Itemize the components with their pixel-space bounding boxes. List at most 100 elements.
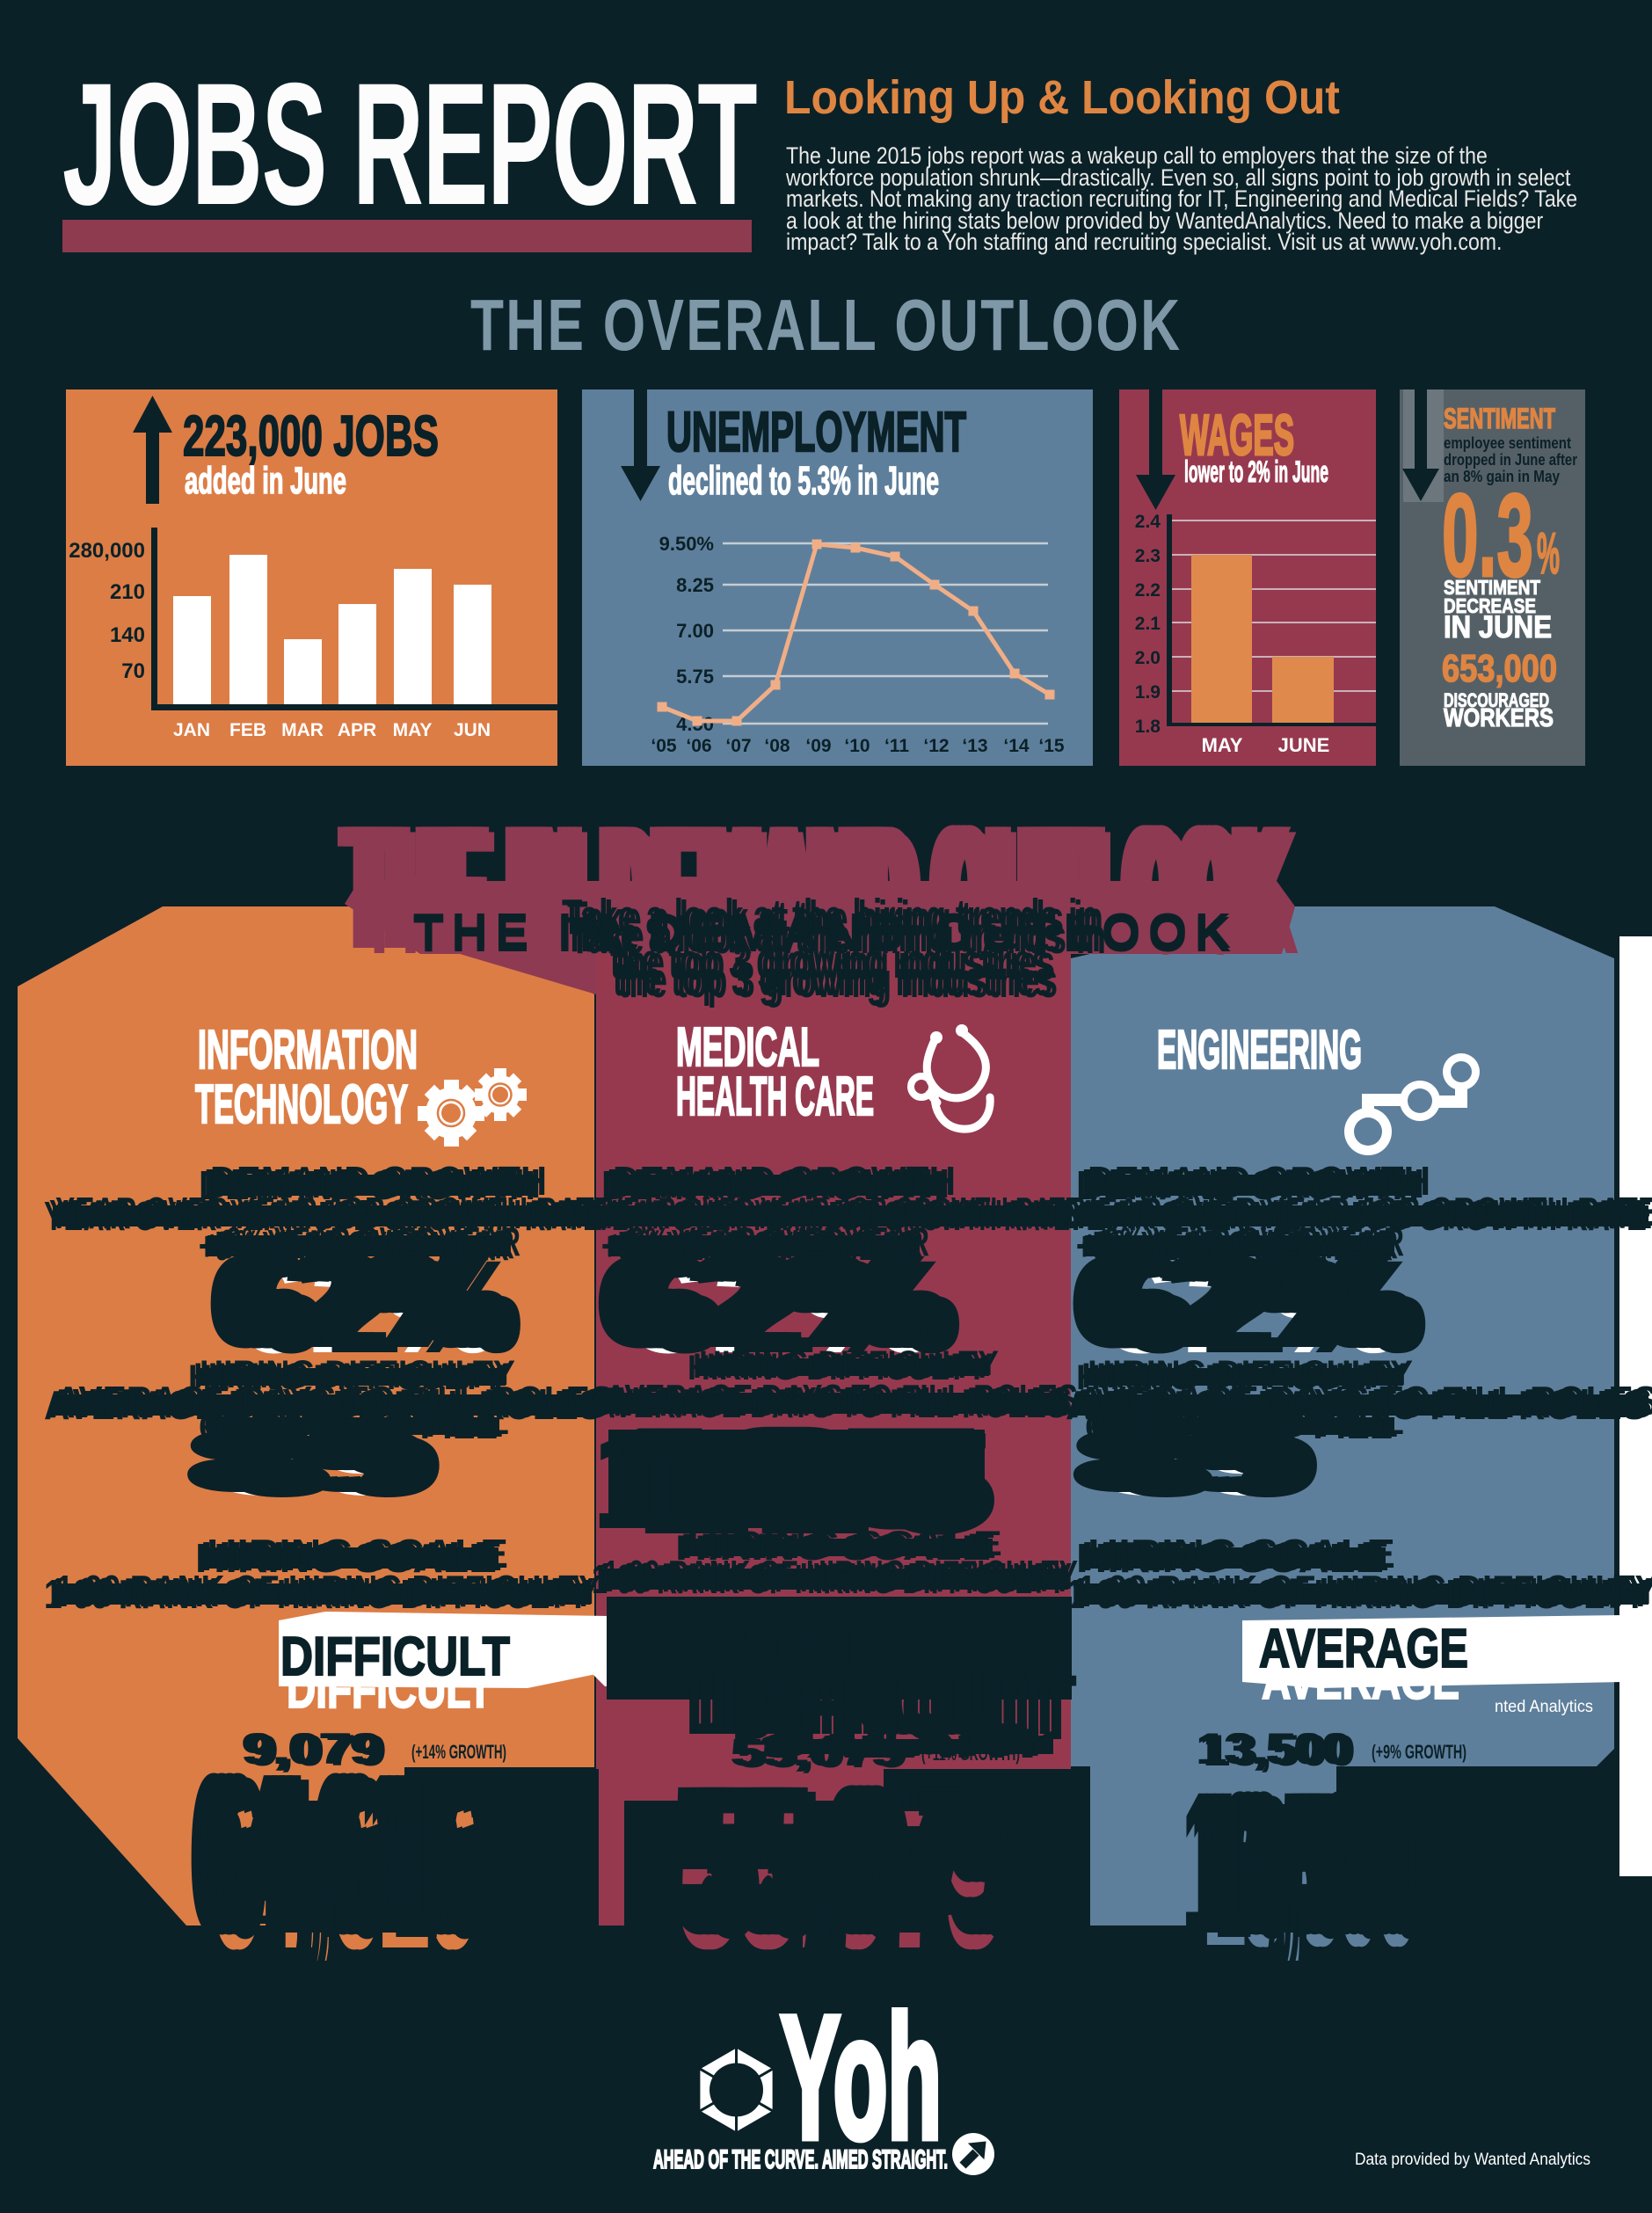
svg-text:‘10: ‘10 (844, 736, 870, 756)
svg-text:DEMAND GROWTH: DEMAND GROWTH (210, 1158, 547, 1204)
svg-text:AVERAGE DAYS TO FILL ROLES: AVERAGE DAYS TO FILL ROLES (605, 1376, 1078, 1422)
svg-text:DEMAND GROWTH: DEMAND GROWTH (1088, 1158, 1430, 1204)
svg-text:‘06: ‘06 (686, 736, 711, 756)
svg-text:62 DAYS TO FILL: 62 DAYS TO FILL (1096, 1403, 1404, 1442)
svg-text:13,500: 13,500 (1213, 1754, 1429, 1961)
svg-text:125: 125 (620, 1397, 989, 1559)
svg-text:1-99 RANK OF HIRING DIFFICULTY: 1-99 RANK OF HIRING DIFFICULTY (1066, 1571, 1647, 1617)
svg-text:55,079: 55,079 (733, 1731, 905, 1774)
svg-text:2.2: 2.2 (1135, 580, 1161, 601)
svg-text:YEAR OVER YEAR JOB GROWTH RATE: YEAR OVER YEAR JOB GROWTH RATE (1071, 1191, 1652, 1237)
svg-text:55,079: 55,079 (737, 1733, 908, 1776)
svg-text:125: 125 (586, 1397, 955, 1559)
svg-text:1.9: 1.9 (1135, 682, 1161, 702)
svg-text:VERY: VERY (644, 1602, 1014, 1714)
svg-text:62 DAYS TO FILL: 62 DAYS TO FILL (204, 1406, 503, 1445)
svg-text:1.8: 1.8 (1135, 717, 1161, 737)
svg-text:the top 3 growing industries: the top 3 growing industries (613, 950, 1052, 1007)
svg-text:55,079: 55,079 (682, 1757, 1008, 1961)
svg-text:an 8% gain in May: an 8% gain in May (1444, 468, 1560, 485)
svg-text:62%: 62% (240, 1227, 513, 1375)
svg-text:ENGINEERING: ENGINEERING (1157, 1020, 1362, 1081)
svg-text:(+14% GROWTH): (+14% GROWTH) (411, 1741, 506, 1763)
svg-text:62%: 62% (593, 1227, 918, 1375)
svg-text:FEB: FEB (229, 720, 266, 740)
svg-text:64,616: 64,616 (196, 1727, 464, 1961)
svg-text:SALARY: SALARY (768, 1724, 1063, 1760)
svg-text:1-99 RANK OF HIRING DIFFICULTY: 1-99 RANK OF HIRING DIFFICULTY (1077, 1567, 1652, 1612)
svg-text:UNEMPLOYMENT: UNEMPLOYMENT (666, 400, 966, 463)
svg-text:HIRING SCALE: HIRING SCALE (675, 1529, 991, 1568)
svg-text:125: 125 (631, 1402, 1001, 1564)
svg-text:MAY: MAY (1202, 734, 1243, 756)
svg-text:62 DAYS TO FILL: 62 DAYS TO FILL (1090, 1406, 1398, 1445)
svg-text:‘09: ‘09 (805, 736, 831, 756)
svg-text:55,079: 55,079 (730, 1731, 901, 1774)
svg-text:8.25: 8.25 (676, 574, 714, 596)
svg-text:1-99 RANK OF HIRING DIFFICULTY: 1-99 RANK OF HIRING DIFFICULTY (44, 1571, 589, 1617)
svg-text:YEAR OVER YEAR JOB GROWTH RATE: YEAR OVER YEAR JOB GROWTH RATE (55, 1189, 614, 1234)
svg-text:55,079: 55,079 (670, 1742, 1004, 1961)
svg-text:DIFFICULT: DIFFICULT (287, 1660, 492, 1719)
svg-text:140: 140 (110, 623, 145, 647)
svg-text:62%: 62% (622, 1233, 939, 1380)
svg-text:210: 210 (110, 580, 145, 604)
svg-text:2.4: 2.4 (1135, 512, 1161, 532)
svg-text:223,000 JOBS: 223,000 JOBS (183, 404, 439, 468)
svg-text:nted Analytics: nted Analytics (1495, 1698, 1593, 1716)
svg-text:55,079: 55,079 (677, 1757, 1002, 1961)
svg-text:THE-IN-DEMAND-OUTLOOK: THE-IN-DEMAND-OUTLOOK (353, 809, 1293, 986)
svg-text:YEAR OVER YEAR JOB GROWTH RATE: YEAR OVER YEAR JOB GROWTH RATE (1066, 1193, 1647, 1239)
svg-text:AVERAGE: AVERAGE (1259, 1619, 1468, 1679)
svg-text:VERY: VERY (633, 1602, 1002, 1714)
svg-text:HIRING DIFFICULTY: HIRING DIFFICULTY (188, 1358, 504, 1397)
svg-text:JAN: JAN (173, 720, 210, 740)
svg-text:62 DAYS TO FILL: 62 DAYS TO FILL (1085, 1408, 1393, 1446)
svg-text:89: 89 (193, 1412, 412, 1511)
svg-text:+9% YEAR OVER YEAR: +9% YEAR OVER YEAR (1088, 1219, 1404, 1264)
svg-text:VERY: VERY (622, 1602, 991, 1714)
svg-text:HIRING DIFFICULTY: HIRING DIFFICULTY (1076, 1358, 1401, 1397)
svg-text:HIRING DIFFICULTY: HIRING DIFFICULTY (1081, 1357, 1407, 1395)
svg-text:55,079: 55,079 (686, 1742, 1020, 1961)
svg-text:MAY: MAY (393, 720, 433, 740)
svg-text:HIRING DIFFICULTY: HIRING DIFFICULTY (699, 1344, 999, 1383)
svg-text:SALARY: SALARY (757, 1729, 1052, 1765)
svg-text:7.00: 7.00 (676, 620, 714, 642)
svg-text:TECHNOLOGY: TECHNOLOGY (195, 1074, 408, 1135)
svg-text:13,500: 13,500 (1196, 1724, 1349, 1773)
svg-text:DIFFICULT: DIFFICULT (280, 1627, 510, 1687)
svg-text:YEAR OVER YEAR JOB GROWTH RATE: YEAR OVER YEAR JOB GROWTH RATE (1077, 1189, 1652, 1234)
svg-text:89: 89 (227, 1417, 447, 1516)
svg-text:55,079: 55,079 (694, 1742, 1028, 1961)
svg-text:Take a look at the hiring tren: Take a look at the hiring trends in (567, 891, 1103, 947)
svg-text:AVERAGE DAYS TO FILL ROLES: AVERAGE DAYS TO FILL ROLES (55, 1378, 614, 1423)
svg-text:64,616: 64,616 (204, 1727, 472, 1961)
svg-text:DEMAND GROWTH: DEMAND GROWTH (607, 1161, 950, 1206)
svg-text:HIRING SCALE: HIRING SCALE (200, 1533, 502, 1579)
svg-text:89: 89 (1067, 1412, 1278, 1511)
svg-text:13,500: 13,500 (1197, 1750, 1413, 1961)
svg-text:DIFFICULT: DIFFICULT (719, 1651, 1066, 1754)
svg-text:89: 89 (215, 1412, 435, 1511)
svg-text:5.75: 5.75 (676, 666, 714, 688)
svg-text:THE-IN-DEMAND-OUTLOOK: THE-IN-DEMAND-OUTLOOK (342, 809, 1283, 986)
svg-text:added in June: added in June (185, 460, 346, 502)
svg-text:SALARY: SALARY (762, 1727, 1057, 1763)
svg-text:89: 89 (1090, 1412, 1301, 1511)
svg-text:9,079: 9,079 (244, 1724, 383, 1773)
svg-text:62%: 62% (615, 1227, 941, 1375)
svg-text:62%: 62% (217, 1227, 490, 1375)
svg-text:125: 125 (597, 1397, 966, 1559)
svg-text:9,079: 9,079 (248, 1726, 387, 1775)
svg-text:62%: 62% (229, 1227, 501, 1375)
svg-text:the top 3 growing industries: the top 3 growing industries (615, 935, 1055, 991)
svg-text:DEMAND GROWTH: DEMAND GROWTH (613, 1158, 956, 1204)
svg-text:‘05: ‘05 (651, 736, 677, 756)
svg-text:Take a look at the hiring tren: Take a look at the hiring trends in (564, 906, 1101, 963)
svg-text:THE-IN-DEMAND-OUTLOOK: THE-IN-DEMAND-OUTLOOK (337, 809, 1277, 986)
svg-text:AVERAGE: AVERAGE (1262, 1651, 1459, 1710)
svg-text:62 DAYS TO FILL: 62 DAYS TO FILL (210, 1403, 509, 1442)
svg-text:2.0: 2.0 (1135, 648, 1161, 668)
svg-text:WORKERS: WORKERS (1444, 704, 1554, 732)
